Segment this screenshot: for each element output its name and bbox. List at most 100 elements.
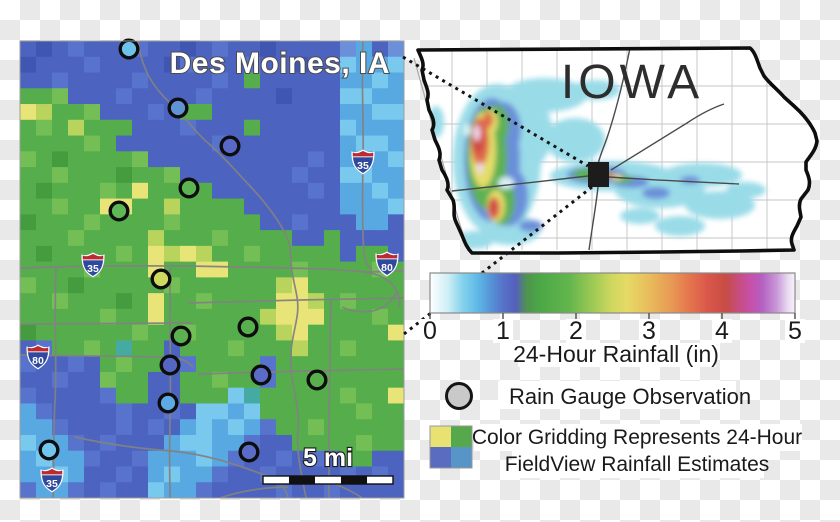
rainfall-grid-cell (356, 293, 373, 310)
rainfall-grid-cell (132, 466, 149, 483)
rainfall-grid-cell (180, 245, 197, 263)
rainfall-grid-cell (196, 308, 213, 326)
rainfall-grid-cell (308, 356, 325, 373)
colorbar-ticks: 0 1 2 3 4 5 (420, 313, 805, 345)
rainfall-grid-cell (196, 167, 213, 184)
rainfall-grid-cell (68, 135, 85, 152)
rainfall-grid-cell (116, 450, 133, 467)
rainfall-grid-cell (84, 482, 101, 498)
rainfall-grid-cell (148, 450, 165, 467)
rainfall-grid-cell (164, 466, 181, 483)
fieldview-map-panel: 35 35 80 80 35 Des Moines, IA 5 mi (19, 38, 405, 499)
rainfall-grid-cell (132, 324, 149, 341)
rainfall-grid-cell (340, 293, 357, 310)
rainfall-grid-cell (340, 403, 357, 420)
rainfall-grid-cell (84, 293, 101, 310)
rainfall-grid-cell (356, 482, 373, 498)
rainfall-grid-cell (68, 403, 85, 420)
rainfall-grid-cell (212, 119, 229, 136)
rainfall-grid-cell (228, 41, 245, 58)
rainfall-grid-cell (196, 135, 213, 152)
rainfall-grid-cell (292, 308, 309, 326)
rainfall-grid-cell (260, 434, 277, 452)
rainfall-grid-cell (116, 293, 133, 310)
rainfall-grid-cell (212, 356, 229, 373)
rainfall-grid-cell (164, 182, 181, 199)
rainfall-grid-cell (132, 198, 149, 215)
rainfall-grid-cell (180, 151, 197, 168)
rainfall-grid-cell (132, 182, 149, 199)
rain-gauge-marker (118, 38, 140, 60)
rainfall-grid-cell (212, 277, 229, 294)
rainfall-grid-cell (116, 245, 133, 263)
rainfall-grid-cell (132, 308, 149, 326)
rainfall-grid-cell (84, 167, 101, 184)
rainfall-grid-cell (52, 371, 69, 389)
rainfall-grid-cell (68, 104, 85, 121)
rainfall-grid-cell (36, 419, 53, 436)
rainfall-grid-cell (372, 387, 389, 404)
rainfall-grid-cell (148, 56, 165, 73)
rainfall-grid-cell (52, 261, 69, 278)
rainfall-grid-cell (292, 261, 309, 278)
rain-gauge-marker (306, 369, 328, 391)
rainfall-grid-cell (276, 261, 293, 278)
rainfall-grid-cell (244, 466, 261, 483)
rainfall-grid-cell (116, 182, 133, 199)
shield-route-number: 80 (381, 262, 393, 274)
rainfall-grid-cell (116, 324, 133, 341)
rainfall-grid-cell (372, 104, 389, 121)
rainfall-grid-cell (388, 135, 404, 152)
rainfall-grid-cell (340, 308, 357, 326)
rainfall-grid-cell (308, 41, 325, 58)
rainfall-grid-cell (52, 214, 69, 231)
rainfall-grid-cell (36, 135, 53, 152)
rainfall-grid-cell (372, 356, 389, 373)
rainfall-grid-cell (276, 167, 293, 184)
rainfall-grid-cell (308, 104, 325, 121)
scale-bar-outline (262, 475, 394, 485)
rainfall-grid-cell (324, 340, 341, 357)
rainfall-grid-cell (212, 261, 229, 278)
road-vertical-mid (168, 268, 172, 498)
rainfall-grid-cell (52, 104, 69, 121)
rainfall-grid-cell (84, 387, 101, 404)
rainfall-grid-cell (100, 230, 117, 247)
rain-gauge-marker (250, 364, 272, 386)
rainfall-grid-cell (196, 371, 213, 389)
rainfall-grid-cell (324, 371, 341, 389)
colorbar-tick-label-bg (420, 319, 440, 343)
rainfall-grid-cell (116, 356, 133, 373)
rainfall-grid-cell (292, 214, 309, 231)
colorbar-tick-label-bg (493, 319, 513, 343)
rainfall-grid-cell (36, 56, 53, 73)
rainfall-grid-cell (260, 230, 277, 247)
rainfall-grid-cell (116, 434, 133, 452)
rainfall-grid-cell (52, 167, 69, 184)
rainfall-grid-cell (100, 371, 117, 389)
rainfall-grid-cell (180, 387, 197, 404)
rainfall-grid-cell (388, 41, 404, 58)
rainfall-grid-cell (20, 41, 37, 58)
colorbar-label-bg (518, 343, 716, 367)
rainfall-grid-cell (84, 88, 101, 105)
rainfall-grid-cell (388, 371, 404, 389)
rainfall-grid-cell (212, 88, 229, 105)
rainfall-grid-cell (36, 104, 53, 121)
rainfall-grid-cell (100, 450, 117, 467)
rainfall-grid-cell (148, 41, 165, 58)
rainfall-grid-cell (68, 167, 85, 184)
rainfall-grid-cell (372, 198, 389, 215)
rainfall-grid-cell (212, 324, 229, 341)
rainfall-grid-cell (180, 371, 197, 389)
rainfall-grid-cell (100, 56, 117, 73)
rainfall-grid-cell (52, 72, 69, 89)
rainfall-grid-cell (276, 119, 293, 136)
rainfall-grid-cell (372, 214, 389, 231)
rainfall-grid-cell (260, 119, 277, 136)
rainfall-grid-cell (244, 72, 261, 89)
rainfall-grid-cell (260, 72, 277, 89)
rainfall-grid-cell (308, 214, 325, 231)
scale-bar-segment (263, 476, 289, 484)
